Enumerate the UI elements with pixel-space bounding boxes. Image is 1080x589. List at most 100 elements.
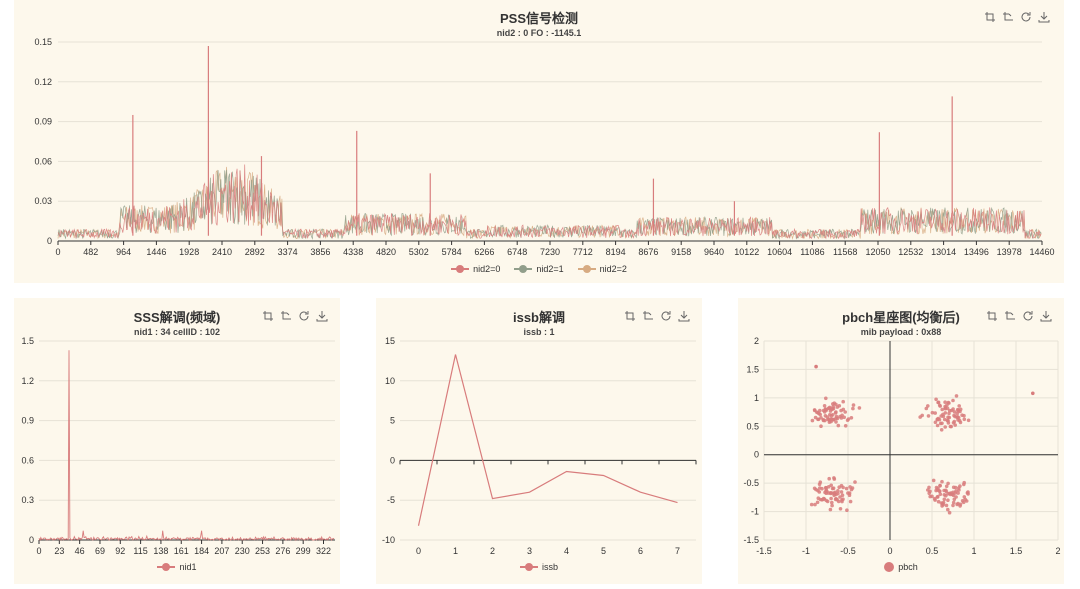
download-icon[interactable] [678, 310, 690, 322]
x-tick-label: 0 [55, 247, 60, 257]
scatter-point [843, 424, 848, 428]
scatter-point [926, 488, 930, 492]
download-icon[interactable] [1040, 310, 1052, 322]
y-tick-label: 0 [29, 535, 34, 545]
sss-plot: 0 0.3 0.6 0.9 1.2 1.5 0 23 46 69 92 115 138 161 184 207… [21, 336, 335, 556]
zoom-reset-icon[interactable] [642, 310, 654, 322]
legend-item[interactable]: pbch [884, 562, 918, 572]
scatter-point [941, 412, 945, 417]
scatter-point [827, 420, 832, 424]
zoom-icon[interactable] [262, 310, 274, 322]
scatter-point [835, 405, 840, 409]
x-tick-label: 10122 [734, 247, 759, 257]
scatter-point [951, 485, 956, 490]
zoom-icon[interactable] [624, 310, 636, 322]
x-tick-label: 184 [194, 546, 209, 556]
x-tick-label: 207 [214, 546, 229, 556]
scatter-point [817, 490, 822, 494]
scatter-point [951, 493, 956, 498]
refresh-icon[interactable] [1022, 310, 1034, 322]
y-tick-label: 1.2 [21, 376, 34, 386]
scatter-point [822, 404, 827, 408]
x-tick-label: 1.5 [1010, 546, 1023, 556]
legend-item[interactable]: nid2=1 [514, 264, 564, 274]
chart-legend: pbch [738, 562, 1064, 572]
scatter-point [851, 403, 856, 407]
scatter-point [927, 491, 931, 495]
y-tick-label: -1 [751, 507, 759, 517]
x-tick-label: 1928 [179, 247, 199, 257]
scatter-point [946, 498, 950, 502]
x-tick-label: 0 [36, 546, 41, 556]
legend-item[interactable]: issb [519, 562, 558, 572]
scatter-point [830, 486, 835, 491]
x-tick-label: 1 [971, 546, 976, 556]
download-icon[interactable] [1038, 11, 1050, 23]
scatter-point [936, 400, 941, 405]
x-tick-label: 92 [115, 546, 125, 556]
scatter-point [841, 399, 845, 404]
zoom-reset-icon[interactable] [1002, 11, 1014, 23]
scatter-point [832, 477, 837, 481]
x-tick-label: 2 [490, 546, 495, 556]
scatter-point [818, 408, 822, 413]
chart-toolbox [986, 310, 1052, 322]
scatter-point [845, 508, 849, 512]
y-tick-label: 0.9 [21, 416, 34, 426]
scatter-point [942, 488, 946, 493]
scatter-point [845, 418, 850, 422]
zoom-reset-icon[interactable] [1004, 310, 1016, 322]
y-tick-label: 1.5 [21, 336, 34, 346]
chart-toolbox [984, 11, 1050, 23]
x-tick-label: 9158 [671, 247, 691, 257]
scatter-point [823, 414, 828, 418]
scatter-point [848, 499, 853, 504]
scatter-point [935, 417, 940, 421]
scatter-point [944, 503, 949, 508]
x-tick-label: 482 [83, 247, 98, 257]
scatter-point [966, 418, 971, 423]
scatter-point [824, 396, 828, 401]
scatter-point [936, 499, 941, 504]
scatter-point [942, 417, 947, 422]
scatter-point [947, 411, 951, 416]
scatter-point [839, 490, 844, 494]
legend-item[interactable]: nid1 [157, 562, 197, 572]
scatter-point [826, 491, 831, 495]
y-tick-label: 0.09 [34, 117, 52, 127]
legend-line-icon [451, 265, 470, 273]
legend-item[interactable]: nid2=2 [577, 264, 627, 274]
chart-legend: nid2=0 nid2=1 nid2=2 [14, 264, 1064, 274]
x-tick-label: 5302 [409, 247, 429, 257]
chart-subtitle: nid2 : 0 FO : -1145.1 [496, 28, 582, 38]
scatter-point [951, 407, 955, 411]
zoom-icon[interactable] [986, 310, 998, 322]
zoom-reset-icon[interactable] [280, 310, 292, 322]
refresh-icon[interactable] [298, 310, 310, 322]
refresh-icon[interactable] [1020, 11, 1032, 23]
x-tick-label: 3856 [310, 247, 330, 257]
legend-item[interactable]: nid2=0 [451, 264, 500, 274]
x-tick-label: 11568 [833, 247, 857, 257]
scatter-point [946, 492, 950, 496]
scatter-point [841, 407, 846, 412]
scatter-point [954, 394, 959, 398]
scatter-point [930, 410, 935, 415]
sss-chart-panel: SSS解调(频域) nid1 : 34 cellID : 102 0 0.3 0.6… [14, 298, 340, 584]
scatter-point [830, 503, 834, 508]
legend-line-icon [577, 265, 596, 273]
zoom-icon[interactable] [984, 11, 996, 23]
chart-title: PSS信号检测 [499, 11, 578, 26]
refresh-icon[interactable] [660, 310, 672, 322]
scatter-point [942, 493, 947, 497]
scatter-point [832, 491, 836, 495]
x-tick-label: 0 [416, 546, 421, 556]
x-tick-label: 0 [887, 546, 892, 556]
download-icon[interactable] [316, 310, 328, 322]
scatter-point [814, 364, 818, 369]
scatter-point [937, 489, 942, 493]
chart-subtitle: issb : 1 [523, 327, 555, 337]
x-tick-label: 12050 [865, 247, 890, 257]
legend-marker [524, 563, 533, 571]
x-tick-label: 4820 [376, 247, 396, 257]
